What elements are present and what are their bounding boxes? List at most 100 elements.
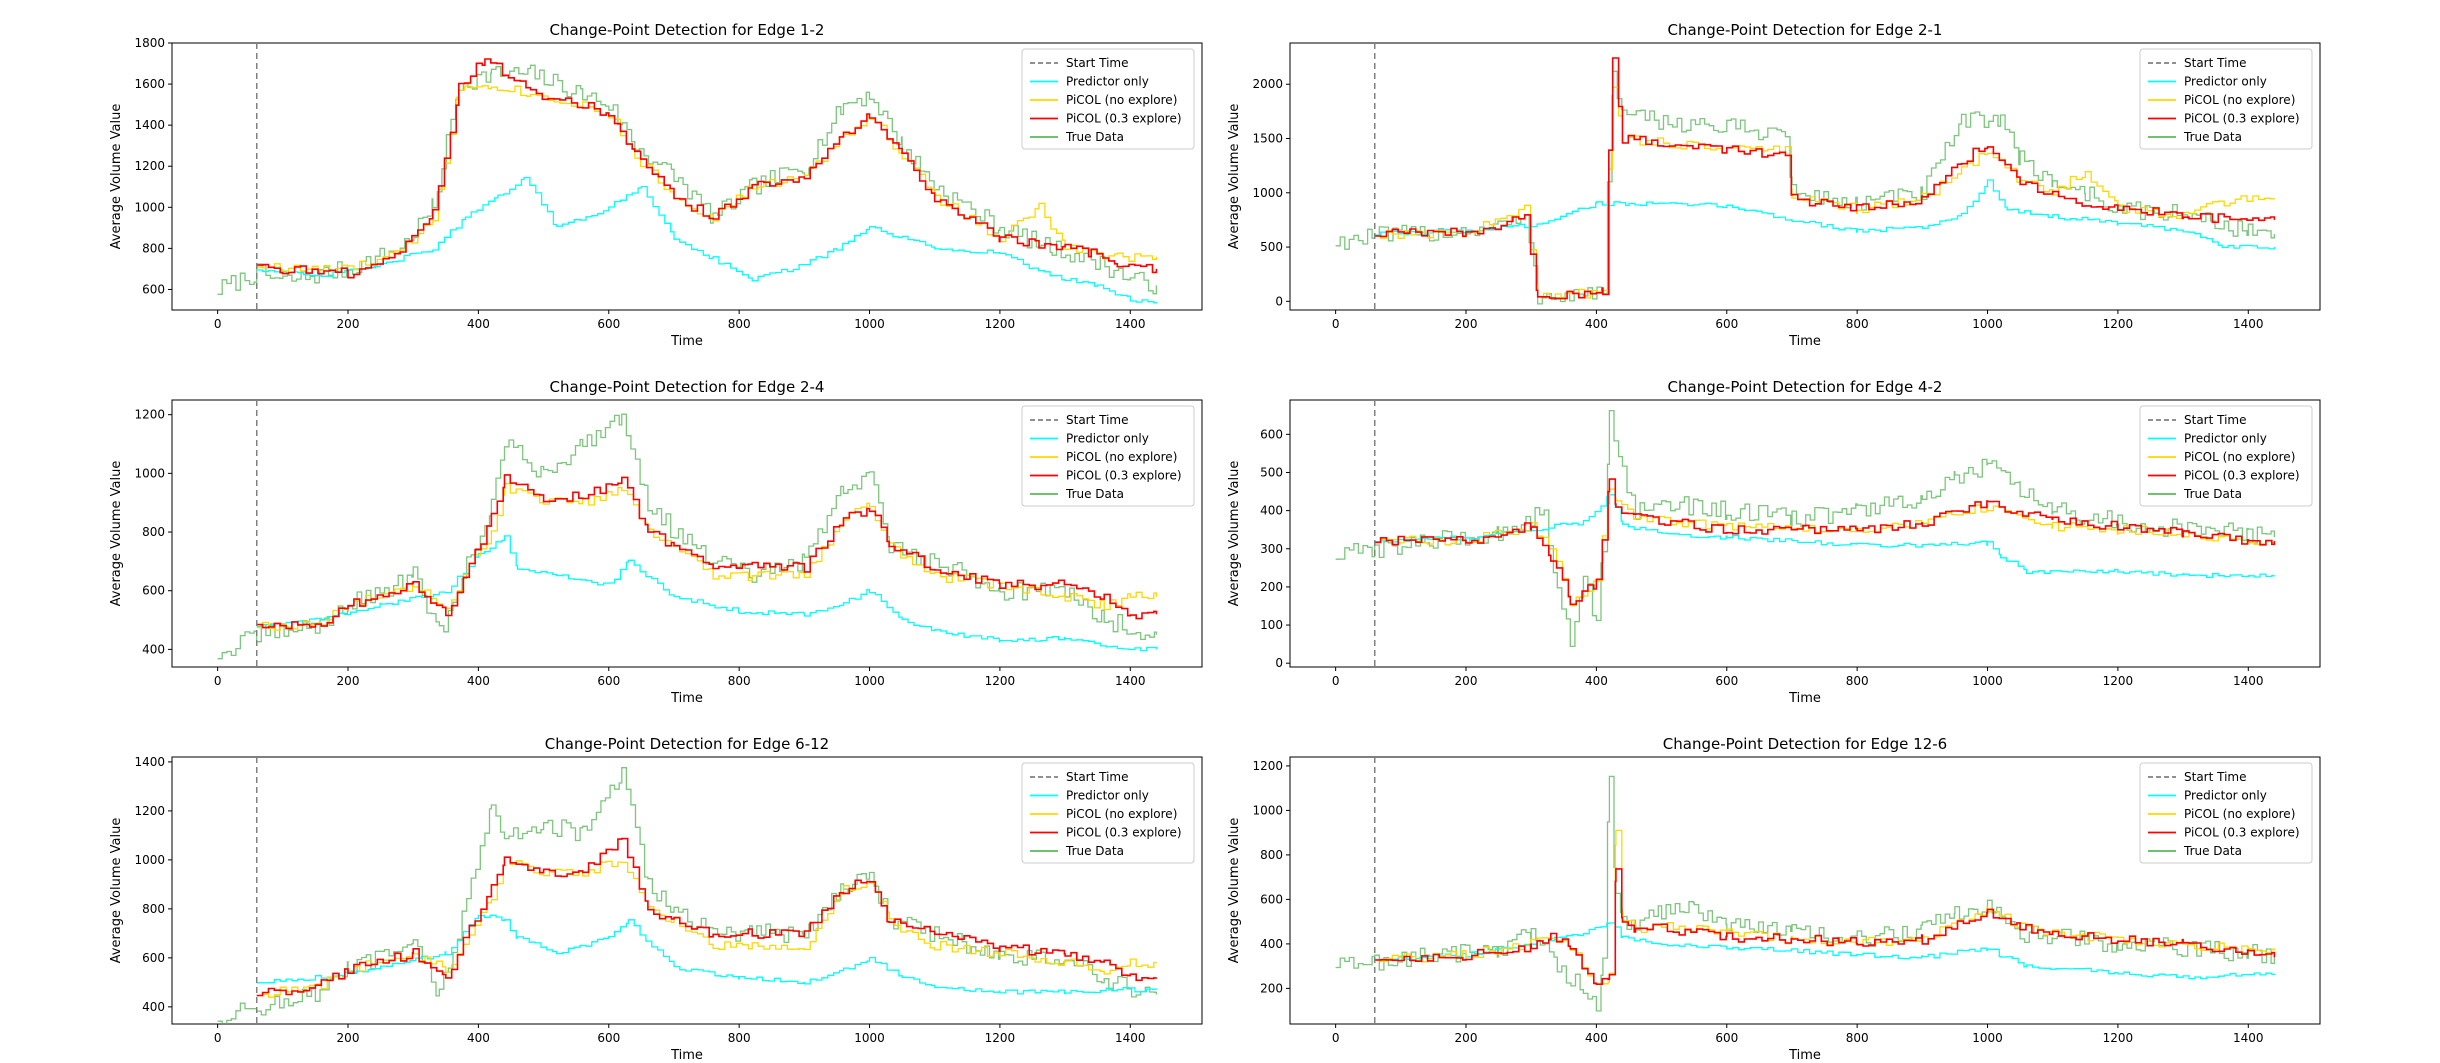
y-tick-label: 100 [1260, 618, 1283, 632]
legend-label-predictor: Predictor only [1066, 75, 1149, 89]
series-line-explore [1374, 868, 2276, 985]
y-tick-label: 0 [1275, 294, 1283, 308]
y-tick-label: 800 [142, 525, 165, 539]
legend-label-true: True Data [2183, 130, 2242, 144]
chart-panel-1: Change-Point Detection for Edge 1-2 0 200 4… [109, 21, 1203, 349]
y-tick-label: 1800 [134, 36, 165, 50]
legend-label-explore: PiCOL (0.3 explore) [2184, 826, 2300, 840]
y-tick-label: 1000 [1252, 803, 1283, 817]
legend-label-true: True Data [1065, 487, 1124, 501]
x-tick-label: 800 [728, 317, 751, 331]
y-tick-label: 400 [1260, 504, 1283, 518]
chart-panel-4: Change-Point Detection for Edge 4-2 0 200 4… [1227, 378, 2321, 706]
y-tick-label: 1400 [134, 118, 165, 132]
series-line-true [217, 413, 1158, 660]
x-tick-label: 0 [214, 674, 222, 688]
legend-label-noexplore: PiCOL (no explore) [2184, 93, 2295, 107]
chart-panel-6: Change-Point Detection for Edge 12-6 0 200… [1227, 735, 2321, 1063]
legend-label-noexplore: PiCOL (no explore) [2184, 450, 2295, 464]
x-tick-label: 1200 [2103, 674, 2134, 688]
x-tick-label: 400 [1585, 1031, 1608, 1045]
legend-label-true: True Data [1065, 844, 1124, 858]
y-tick-label: 600 [142, 951, 165, 965]
x-tick-label: 1400 [2233, 317, 2264, 331]
x-tick-label: 400 [467, 317, 490, 331]
series-group [1335, 775, 2276, 1012]
legend-label-start: Start Time [1066, 56, 1129, 70]
y-tick-label: 200 [1260, 981, 1283, 995]
chart-title: Change-Point Detection for Edge 2-1 [1668, 21, 1943, 39]
legend-label-start: Start Time [2184, 413, 2247, 427]
x-tick-label: 1400 [1115, 674, 1146, 688]
y-tick-label: 1600 [134, 77, 165, 91]
legend-label-noexplore: PiCOL (no explore) [2184, 807, 2295, 821]
x-tick-label: 400 [467, 1031, 490, 1045]
chart-title: Change-Point Detection for Edge 4-2 [1668, 378, 1943, 396]
legend-label-predictor: Predictor only [1066, 789, 1149, 803]
legend-box [1021, 762, 1195, 864]
x-tick-label: 800 [1846, 1031, 1869, 1045]
legend-label-predictor: Predictor only [1066, 432, 1149, 446]
x-tick-label: 1000 [1972, 674, 2003, 688]
x-tick-label: 200 [1455, 674, 1478, 688]
x-tick-label: 1000 [854, 317, 885, 331]
y-tick-label: 1200 [134, 804, 165, 818]
x-axis-label: Time [1788, 691, 1821, 706]
x-tick-label: 600 [597, 674, 620, 688]
x-tick-label: 1200 [2103, 317, 2134, 331]
series-line-predictor [256, 914, 1158, 995]
x-axis-label: Time [670, 1048, 703, 1063]
y-tick-label: 600 [142, 282, 165, 296]
x-axis-label: Time [670, 691, 703, 706]
legend-box [1021, 405, 1195, 507]
y-axis-label: Average Volume Value [109, 104, 124, 250]
legend-label-start: Start Time [2184, 770, 2247, 784]
series-line-true [1335, 409, 2276, 648]
x-tick-label: 800 [728, 674, 751, 688]
y-tick-label: 600 [142, 584, 165, 598]
legend-label-start: Start Time [2184, 56, 2247, 70]
x-tick-label: 1400 [2233, 674, 2264, 688]
series-group [217, 413, 1158, 660]
y-tick-label: 600 [1260, 427, 1283, 441]
x-tick-label: 0 [1332, 317, 1340, 331]
legend: Start Time Predictor only PiCOL (no explor… [2139, 48, 2313, 150]
legend-label-predictor: Predictor only [2184, 789, 2267, 803]
legend-label-true: True Data [2183, 844, 2242, 858]
legend-label-predictor: Predictor only [2184, 75, 2267, 89]
x-tick-label: 200 [1455, 317, 1478, 331]
y-axis-label: Average Volume Value [1227, 818, 1242, 964]
x-tick-label: 1400 [2233, 1031, 2264, 1045]
x-tick-label: 200 [337, 674, 360, 688]
x-tick-label: 1200 [2103, 1031, 2134, 1045]
legend-box [2139, 48, 2313, 150]
series-group [217, 767, 1158, 1024]
legend-label-noexplore: PiCOL (no explore) [1066, 450, 1177, 464]
chart-title: Change-Point Detection for Edge 12-6 [1663, 735, 1947, 753]
legend: Start Time Predictor only PiCOL (no explor… [1021, 48, 1195, 150]
y-tick-label: 200 [1260, 580, 1283, 594]
x-tick-label: 1000 [854, 1031, 885, 1045]
legend-label-noexplore: PiCOL (no explore) [1066, 93, 1177, 107]
y-tick-label: 400 [142, 1000, 165, 1014]
x-tick-label: 200 [337, 317, 360, 331]
y-tick-label: 1200 [134, 159, 165, 173]
y-tick-label: 800 [142, 241, 165, 255]
y-axis-label: Average Volume Value [1227, 461, 1242, 607]
series-line-predictor [256, 535, 1158, 652]
x-tick-label: 1000 [854, 674, 885, 688]
y-tick-label: 500 [1260, 240, 1283, 254]
y-tick-label: 1000 [134, 853, 165, 867]
legend-label-start: Start Time [1066, 413, 1129, 427]
series-line-true [217, 64, 1158, 295]
y-tick-label: 400 [142, 642, 165, 656]
legend-label-explore: PiCOL (0.3 explore) [1066, 826, 1182, 840]
y-tick-label: 1000 [1252, 186, 1283, 200]
legend: Start Time Predictor only PiCOL (no explor… [1021, 762, 1195, 864]
y-tick-label: 500 [1260, 465, 1283, 479]
x-tick-label: 0 [1332, 674, 1340, 688]
x-tick-label: 600 [1715, 317, 1738, 331]
legend-label-predictor: Predictor only [2184, 432, 2267, 446]
y-tick-label: 400 [1260, 937, 1283, 951]
chart-panel-3: Change-Point Detection for Edge 2-4 0 200 4… [109, 378, 1203, 706]
